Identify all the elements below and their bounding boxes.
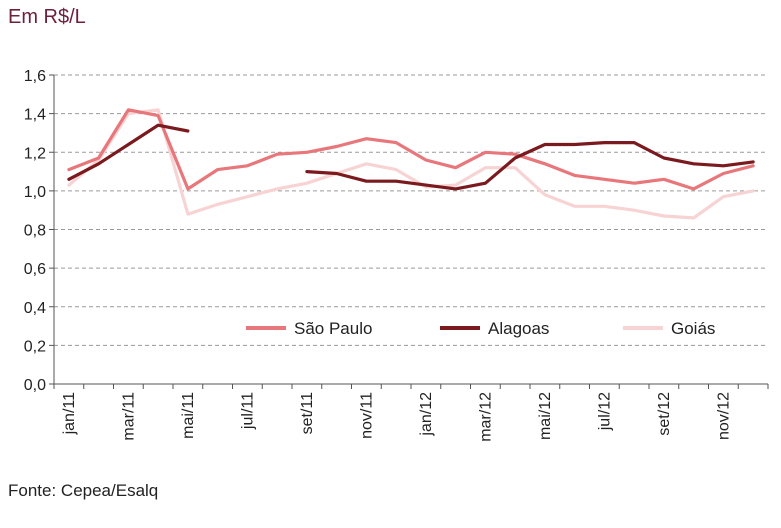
y-tick-label: 1,2 bbox=[24, 145, 46, 162]
source-label: Fonte: Cepea/Esalq bbox=[8, 481, 159, 500]
grid-layer bbox=[54, 74, 768, 346]
y-tick-label: 0,0 bbox=[24, 377, 46, 394]
series-layer bbox=[67, 108, 755, 220]
y-tick-label: 0,2 bbox=[24, 338, 46, 355]
x-tick-label: set/12 bbox=[656, 392, 673, 436]
x-tick-label: jul/12 bbox=[596, 392, 613, 431]
x-tick-label: jan/12 bbox=[418, 392, 435, 437]
x-tick-label: mar/11 bbox=[120, 392, 137, 441]
legend: São Paulo Alagoas Goiás bbox=[246, 319, 715, 338]
unit-label: Em R$/L bbox=[8, 6, 86, 28]
x-tick-label: nov/11 bbox=[358, 392, 375, 439]
y-tick-label: 1,6 bbox=[24, 68, 46, 85]
x-tick-label: set/11 bbox=[299, 392, 316, 435]
x-tick-label: jan/11 bbox=[61, 392, 78, 436]
y-tick-label: 1,4 bbox=[24, 107, 46, 124]
y-tick-label: 0,6 bbox=[24, 261, 46, 278]
series-line-2 bbox=[67, 108, 755, 220]
legend-label: Goiás bbox=[671, 319, 715, 338]
legend-label: São Paulo bbox=[294, 319, 372, 338]
series-line-0 bbox=[67, 108, 755, 191]
x-tick-label: nov/12 bbox=[715, 392, 732, 440]
axis-layer: 0,0 0,2 0,4 0,6 0,8 1,0 1,2 1,4 1,6 jan/11 mar/11 m… bbox=[24, 68, 769, 442]
y-tick-label: 0,4 bbox=[24, 300, 46, 317]
series-line-1 bbox=[305, 141, 755, 191]
x-tick-label: mai/12 bbox=[537, 392, 554, 440]
y-tick-label: 1,0 bbox=[24, 184, 46, 201]
x-tick-label: jul/11 bbox=[239, 392, 256, 430]
legend-label: Alagoas bbox=[488, 319, 549, 338]
y-tick-label: 0,8 bbox=[24, 223, 46, 240]
x-tick-label: mar/12 bbox=[477, 392, 494, 442]
line-chart: 0,0 0,2 0,4 0,6 0,8 1,0 1,2 1,4 1,6 jan/11 mar/11 m… bbox=[24, 68, 769, 442]
x-tick-label: mai/11 bbox=[180, 392, 197, 439]
series-line-1 bbox=[67, 123, 190, 181]
